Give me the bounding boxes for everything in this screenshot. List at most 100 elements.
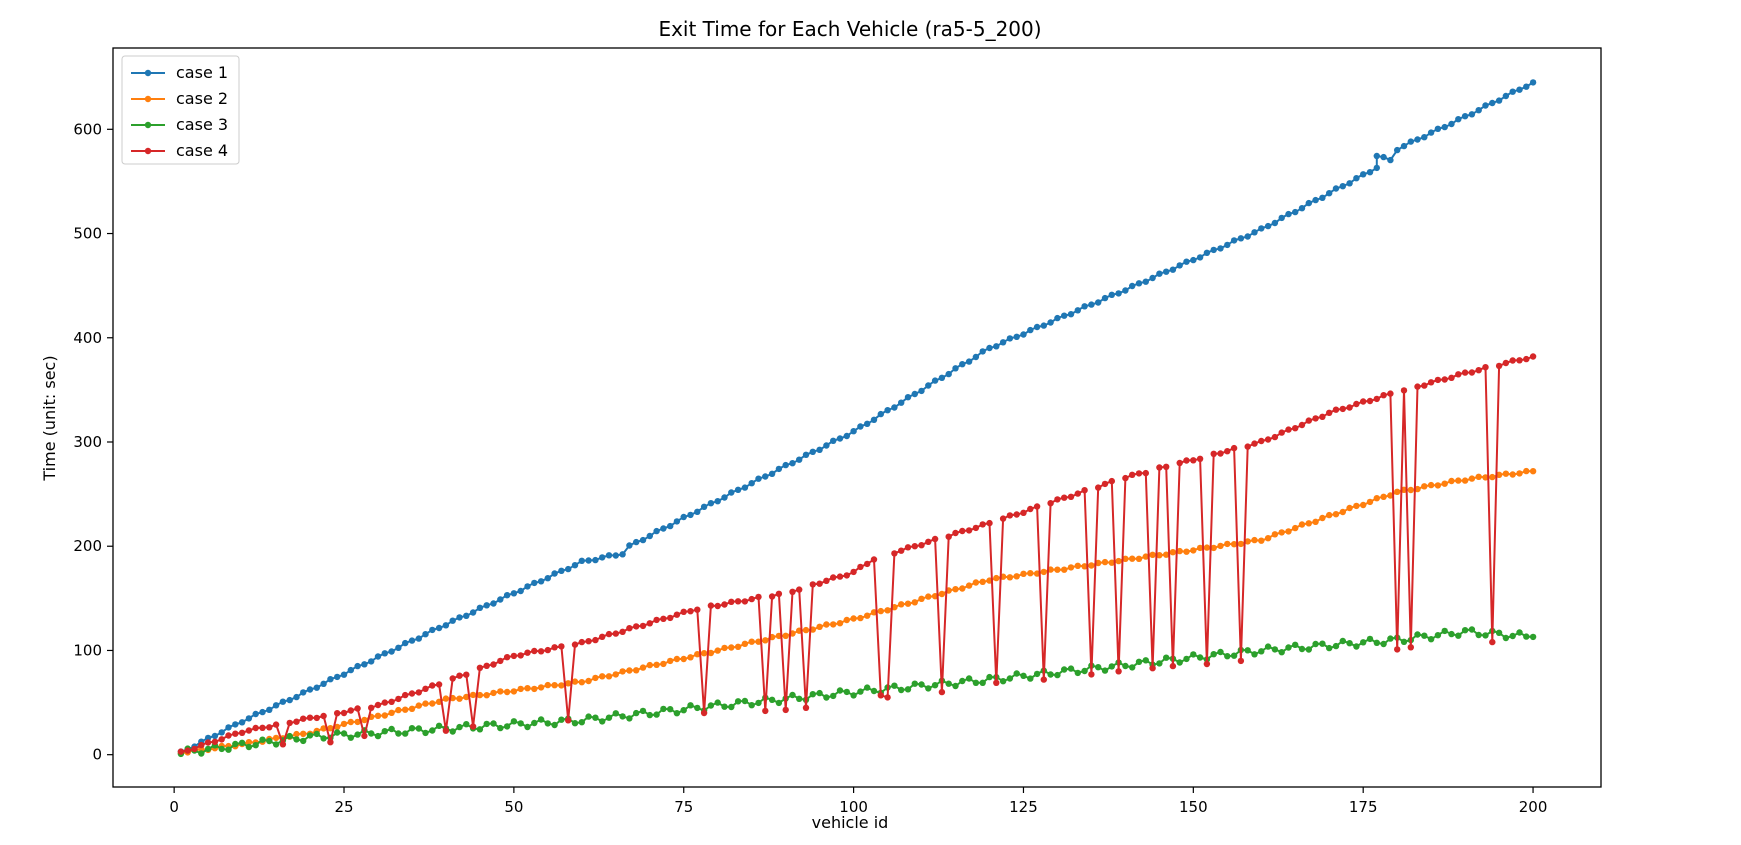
data-point xyxy=(1285,210,1292,218)
data-point xyxy=(646,711,653,719)
data-point xyxy=(238,729,246,736)
data-point xyxy=(1081,487,1088,494)
data-point xyxy=(700,650,708,657)
data-point xyxy=(1523,83,1530,90)
data-point xyxy=(748,595,755,603)
data-point xyxy=(483,662,490,669)
data-point xyxy=(293,730,300,738)
data-point xyxy=(354,731,361,738)
data-point xyxy=(1319,413,1326,420)
data-point xyxy=(796,456,803,463)
data-point xyxy=(361,716,368,724)
data-point xyxy=(476,664,484,671)
data-point xyxy=(1455,632,1462,639)
data-point xyxy=(313,684,320,691)
data-point xyxy=(898,547,905,554)
data-point xyxy=(979,679,986,686)
data-point xyxy=(531,579,538,587)
data-point xyxy=(1332,185,1340,192)
data-point xyxy=(565,717,572,724)
data-point xyxy=(843,688,850,696)
data-point xyxy=(442,727,450,734)
data-point xyxy=(1210,246,1217,254)
data-point xyxy=(1217,542,1224,550)
data-point xyxy=(762,637,769,644)
data-point xyxy=(395,644,402,651)
y-tick-label: 0 xyxy=(92,746,102,764)
data-point xyxy=(1047,671,1054,678)
data-point xyxy=(782,461,789,469)
data-point xyxy=(1502,634,1510,642)
data-point xyxy=(1305,520,1313,527)
data-point xyxy=(1285,426,1292,433)
data-point xyxy=(1278,214,1285,222)
data-point xyxy=(272,721,280,728)
data-point xyxy=(537,684,545,691)
data-point xyxy=(592,714,599,721)
data-point xyxy=(809,448,816,455)
data-point xyxy=(633,709,640,717)
data-point xyxy=(891,682,898,689)
data-point xyxy=(1095,664,1102,671)
data-point xyxy=(1468,369,1476,376)
data-point xyxy=(1251,651,1258,658)
data-point xyxy=(1217,450,1224,457)
x-tick-label: 175 xyxy=(1349,798,1378,816)
data-point xyxy=(1421,134,1428,141)
data-point xyxy=(823,694,830,701)
data-point xyxy=(931,682,939,689)
data-point xyxy=(374,712,382,719)
data-point xyxy=(1067,311,1075,318)
data-point xyxy=(422,685,429,692)
data-point xyxy=(225,746,232,753)
data-point xyxy=(993,679,1000,686)
data-point xyxy=(592,556,599,564)
data-point xyxy=(531,685,538,693)
data-point xyxy=(891,404,898,411)
data-point xyxy=(972,353,980,361)
data-point xyxy=(612,552,619,559)
data-point xyxy=(1176,459,1183,467)
data-point xyxy=(714,602,721,610)
x-tick-label: 25 xyxy=(334,798,353,816)
data-point xyxy=(293,736,300,743)
data-point xyxy=(972,679,980,686)
data-point xyxy=(1244,443,1251,450)
data-point xyxy=(619,668,626,675)
data-point xyxy=(340,709,348,717)
data-point xyxy=(809,581,816,588)
data-point xyxy=(1353,643,1360,650)
data-point xyxy=(796,695,803,702)
data-point xyxy=(1489,638,1496,646)
data-point xyxy=(551,721,558,729)
data-point xyxy=(204,739,212,746)
data-point xyxy=(959,527,966,535)
data-point xyxy=(782,632,789,639)
data-point xyxy=(1360,398,1367,405)
data-point xyxy=(490,661,497,668)
data-point xyxy=(768,696,776,703)
data-point xyxy=(1101,294,1109,302)
data-point xyxy=(1047,319,1054,326)
data-point xyxy=(1122,662,1129,670)
legend-marker xyxy=(144,147,152,155)
data-point xyxy=(1040,568,1048,576)
data-point xyxy=(524,723,531,731)
data-point xyxy=(619,551,626,558)
data-point xyxy=(232,730,239,737)
data-point xyxy=(1346,640,1353,647)
data-point xyxy=(286,732,293,740)
data-point xyxy=(667,614,674,622)
data-point xyxy=(687,702,694,709)
data-point xyxy=(1271,531,1279,538)
data-point xyxy=(1427,636,1435,643)
data-point xyxy=(633,538,640,546)
data-point xyxy=(476,691,484,699)
data-point xyxy=(816,580,823,587)
data-point xyxy=(381,712,388,719)
data-point xyxy=(762,707,769,715)
data-point xyxy=(605,714,613,721)
data-point xyxy=(238,739,246,746)
data-point xyxy=(544,575,551,582)
data-point xyxy=(1461,627,1469,634)
